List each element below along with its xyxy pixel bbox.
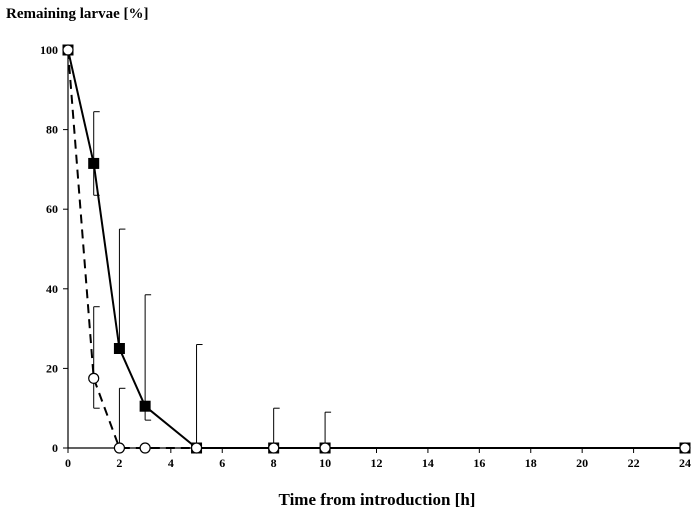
x-tick-label: 16 [473, 456, 485, 470]
circle-marker [62, 44, 74, 56]
x-tick-label: 2 [116, 456, 122, 470]
x-tick-label: 18 [525, 456, 537, 470]
y-axis-label: Remaining larvae [%] [6, 6, 148, 22]
circle-marker [113, 442, 126, 454]
y-tick-label: 20 [46, 361, 58, 375]
circle-marker [190, 442, 203, 454]
error-bars [93, 111, 332, 448]
y-tick-label: 40 [46, 282, 58, 296]
y-tick-label: 60 [46, 202, 58, 216]
x-tick-label: 14 [422, 456, 434, 470]
circle-marker [679, 442, 691, 454]
square-marker [113, 343, 125, 354]
series-line [67, 49, 685, 449]
y-tick-label: 0 [52, 441, 58, 455]
x-tick-label: 24 [679, 456, 691, 470]
x-tick-label: 8 [271, 456, 277, 470]
series-line [67, 49, 685, 449]
x-tick-label: 12 [371, 456, 383, 470]
series-lines [67, 49, 685, 449]
y-tick-label: 80 [46, 123, 58, 137]
square-marker [139, 400, 151, 412]
circle-marker [319, 442, 331, 454]
x-axis-label: Time from introduction [h] [279, 490, 476, 509]
x-tick-label: 6 [219, 456, 225, 470]
circle-marker [139, 442, 151, 454]
series-markers [62, 44, 691, 454]
x-tick-label: 0 [65, 456, 71, 470]
circle-marker [268, 442, 280, 454]
x-tick-label: 22 [628, 456, 640, 470]
x-tick-label: 10 [319, 456, 331, 470]
x-tick-label: 20 [576, 456, 588, 470]
y-tick-label: 100 [40, 43, 58, 57]
circle-marker [88, 372, 100, 384]
x-tick-label: 4 [168, 456, 174, 470]
square-marker [88, 157, 100, 169]
